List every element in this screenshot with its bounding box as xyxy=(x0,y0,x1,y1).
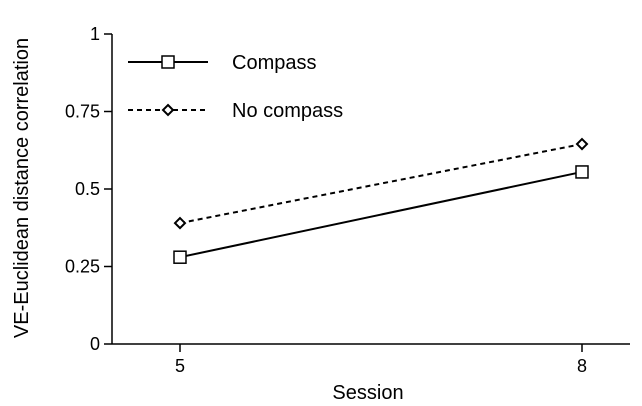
y-tick-label: 0.25 xyxy=(65,257,100,277)
legend-label-no-compass: No compass xyxy=(232,100,343,122)
axes: 0 0.25 0.5 0.75 1 5 8 xyxy=(65,24,630,376)
series-no-compass xyxy=(173,137,589,230)
legend-item-no-compass: No compass xyxy=(128,100,343,122)
x-axis-title: Session xyxy=(332,382,403,404)
legend-item-compass: Compass xyxy=(128,52,316,74)
data-point-no-compass xyxy=(173,216,187,230)
y-tick-label: 1 xyxy=(90,24,100,44)
x-tick-label: 5 xyxy=(175,356,185,376)
y-axis-title: VE-Euclidean distance correlation xyxy=(11,38,33,338)
series-line-no-compass xyxy=(179,143,583,225)
y-tick-label: 0.75 xyxy=(65,102,100,122)
series-line-compass xyxy=(179,170,583,259)
data-point-compass xyxy=(575,165,589,179)
x-tick-label: 8 xyxy=(577,356,587,376)
y-tick-label: 0 xyxy=(90,334,100,354)
y-tick-label: 0.5 xyxy=(75,179,100,199)
data-point-compass xyxy=(173,250,187,264)
legend-label-compass: Compass xyxy=(232,52,316,74)
legend: Compass No compass xyxy=(128,52,343,122)
legend-marker-no-compass xyxy=(161,103,175,117)
legend-marker-compass xyxy=(161,55,175,69)
series-layer xyxy=(173,137,589,264)
series-compass xyxy=(173,165,589,264)
data-point-no-compass xyxy=(575,137,589,151)
